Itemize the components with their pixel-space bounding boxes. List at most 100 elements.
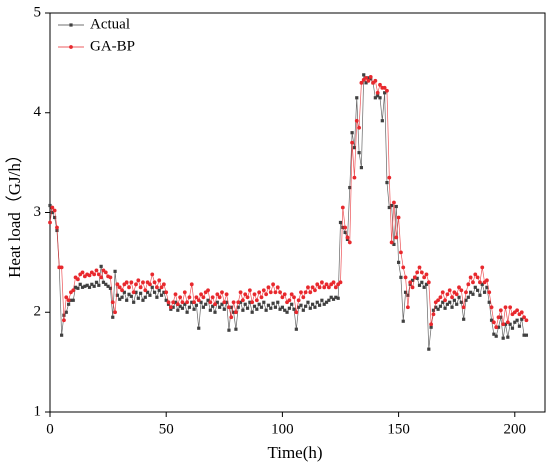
data-point [282, 292, 287, 297]
data-point [250, 310, 254, 314]
data-point [427, 347, 431, 351]
data-point [492, 332, 496, 336]
data-point [273, 305, 278, 309]
data-point [501, 322, 506, 327]
data-point [471, 292, 475, 296]
data-point [236, 300, 241, 305]
x-tick-label: 150 [387, 421, 410, 437]
data-point [80, 270, 85, 275]
data-point [399, 275, 403, 279]
data-point [283, 308, 287, 312]
data-point [196, 298, 201, 303]
data-point [52, 208, 57, 213]
data-point [266, 285, 271, 290]
data-point [180, 306, 185, 310]
data-point [171, 300, 176, 305]
data-point [473, 285, 477, 289]
data-point [496, 315, 501, 320]
data-point [343, 230, 347, 235]
data-point [515, 308, 520, 313]
data-point [285, 310, 289, 314]
data-point [499, 315, 503, 319]
data-point [75, 277, 80, 282]
data-point [162, 290, 166, 294]
data-point [250, 300, 255, 305]
data-point [333, 285, 338, 290]
data-point [183, 302, 187, 306]
data-point [236, 305, 240, 309]
data-point [280, 295, 285, 300]
data-point [464, 298, 468, 302]
data-point [436, 307, 440, 311]
data-point [173, 300, 178, 304]
data-point [213, 310, 217, 314]
data-point [317, 303, 322, 307]
data-point [419, 270, 424, 275]
data-point [261, 288, 266, 293]
data-point [231, 300, 236, 305]
data-point [403, 290, 408, 294]
data-point [482, 290, 487, 294]
data-point [234, 310, 238, 315]
data-point [257, 302, 261, 306]
data-point [273, 290, 278, 295]
data-point [373, 96, 377, 100]
data-point [222, 307, 226, 311]
data-point [217, 295, 222, 300]
data-point [347, 240, 352, 245]
data-point [308, 306, 312, 310]
data-point [60, 333, 64, 337]
data-point [115, 282, 120, 287]
data-point [524, 318, 529, 323]
data-point [92, 284, 96, 288]
data-point [345, 235, 350, 240]
data-point [320, 280, 324, 285]
data-point [264, 292, 269, 297]
data-point [85, 283, 89, 287]
data-point [485, 278, 489, 283]
data-point [220, 290, 224, 295]
data-point [375, 90, 380, 95]
data-point [308, 290, 313, 295]
data-point [334, 295, 338, 299]
data-point [494, 334, 498, 338]
data-point [125, 298, 129, 302]
data-point [378, 96, 382, 100]
data-point [215, 292, 220, 297]
data-point [322, 285, 327, 290]
data-point [73, 285, 78, 289]
data-point [348, 185, 352, 190]
data-point [294, 310, 299, 315]
data-point [461, 305, 466, 310]
data-point [53, 215, 57, 220]
data-point [110, 300, 115, 305]
data-point [187, 295, 192, 300]
data-point [294, 327, 298, 331]
data-point [503, 305, 508, 310]
data-point [229, 305, 233, 309]
data-point [101, 280, 106, 284]
data-point [227, 305, 231, 310]
data-point [50, 205, 55, 210]
data-point [97, 283, 101, 287]
data-point [129, 294, 133, 298]
data-point [146, 290, 150, 294]
data-point [462, 317, 466, 321]
data-point [469, 290, 473, 294]
data-point [380, 119, 384, 123]
data-point [385, 88, 389, 93]
data-point [310, 285, 315, 290]
data-point [320, 298, 324, 302]
data-point [508, 305, 513, 310]
data-point [415, 276, 419, 280]
data-point [90, 282, 94, 286]
data-point [64, 295, 69, 300]
data-point [118, 297, 122, 301]
data-point [441, 300, 445, 304]
data-point [240, 298, 245, 303]
data-point [387, 205, 391, 210]
data-point [406, 293, 410, 297]
data-point [199, 292, 203, 297]
legend-label: GA-BP [90, 38, 135, 54]
data-point [134, 282, 138, 287]
